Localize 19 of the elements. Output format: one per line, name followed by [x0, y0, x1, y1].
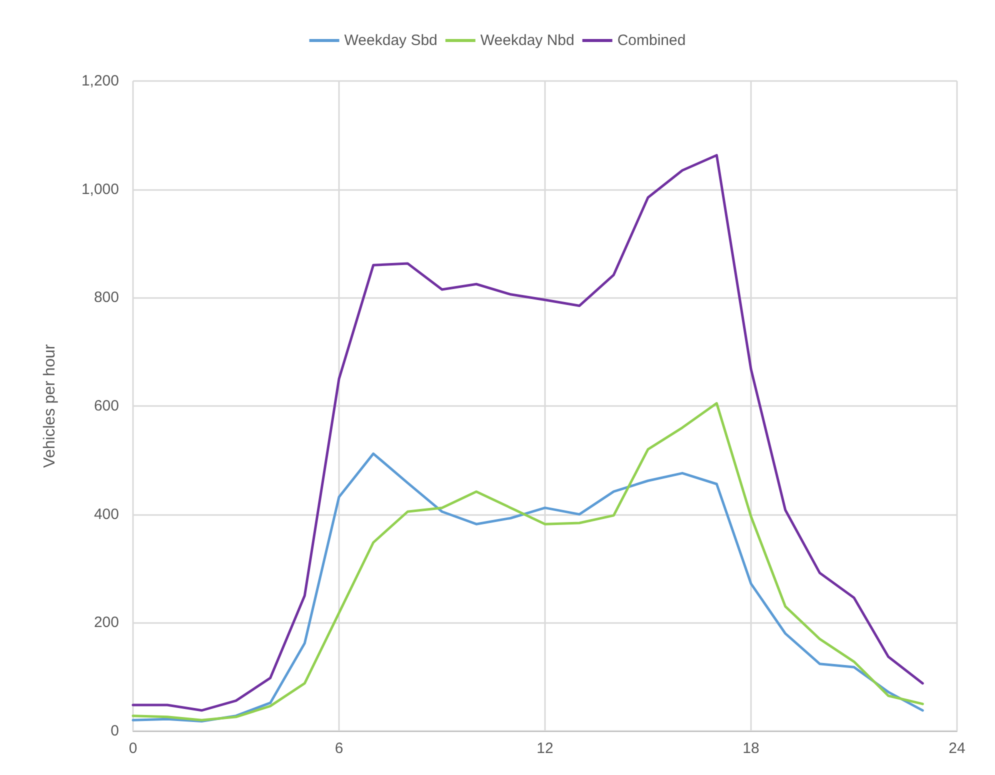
- x-tick-label: 6: [334, 740, 344, 757]
- legend-label: Weekday Nbd: [480, 32, 574, 49]
- line-series: [132, 452, 924, 722]
- y-tick-label: 200: [94, 614, 119, 632]
- x-tick-label: 24: [948, 740, 966, 757]
- line-series: [132, 402, 924, 722]
- legend-label: Weekday Sbd: [344, 32, 438, 49]
- x-tick-label: 18: [742, 740, 760, 757]
- x-tick-label: 0: [128, 740, 138, 757]
- y-tick-label: 400: [94, 506, 119, 523]
- y-tick-label: 800: [94, 289, 119, 306]
- y-tick-label: 1,000: [81, 180, 119, 198]
- x-tick-label: 12: [536, 740, 554, 757]
- line-series: [132, 154, 924, 712]
- legend-label: Combined: [617, 32, 686, 49]
- y-tick-label: 1,200: [81, 72, 119, 90]
- y-tick-label: 600: [94, 398, 119, 414]
- y-axis-title: Vehicles per hour: [42, 344, 58, 468]
- y-tick-label: 0: [110, 722, 119, 740]
